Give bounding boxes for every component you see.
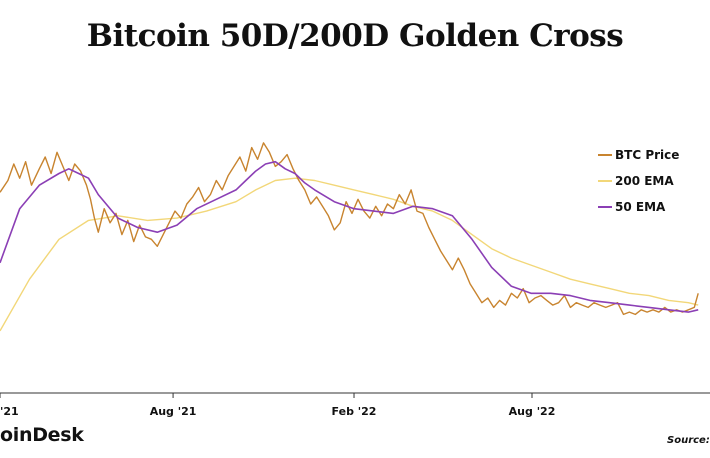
legend-label: BTC Price [615, 148, 679, 162]
series-line-50-ema [0, 160, 699, 313]
coindesk-logo: oinDesk [0, 424, 84, 446]
x-tick-label: Aug '21 [150, 405, 197, 418]
series-line-200-ema [0, 177, 699, 332]
series-lines [0, 142, 699, 332]
source-note: Source: T [667, 435, 710, 446]
legend-label: 200 EMA [615, 174, 674, 188]
legend-label: 50 EMA [615, 200, 666, 214]
chart-title: Bitcoin 50D/200D Golden Cross [86, 18, 624, 54]
legend: BTC Price 200 EMA 50 EMA [598, 148, 679, 214]
series-line-btc-price [0, 142, 699, 316]
x-tick-label: '21 [0, 405, 19, 418]
x-ticks: '21 Aug '21 Feb '22 Aug '22 [0, 393, 555, 418]
x-tick-label: Feb '22 [332, 405, 377, 418]
x-tick-label: Aug '22 [509, 405, 556, 418]
